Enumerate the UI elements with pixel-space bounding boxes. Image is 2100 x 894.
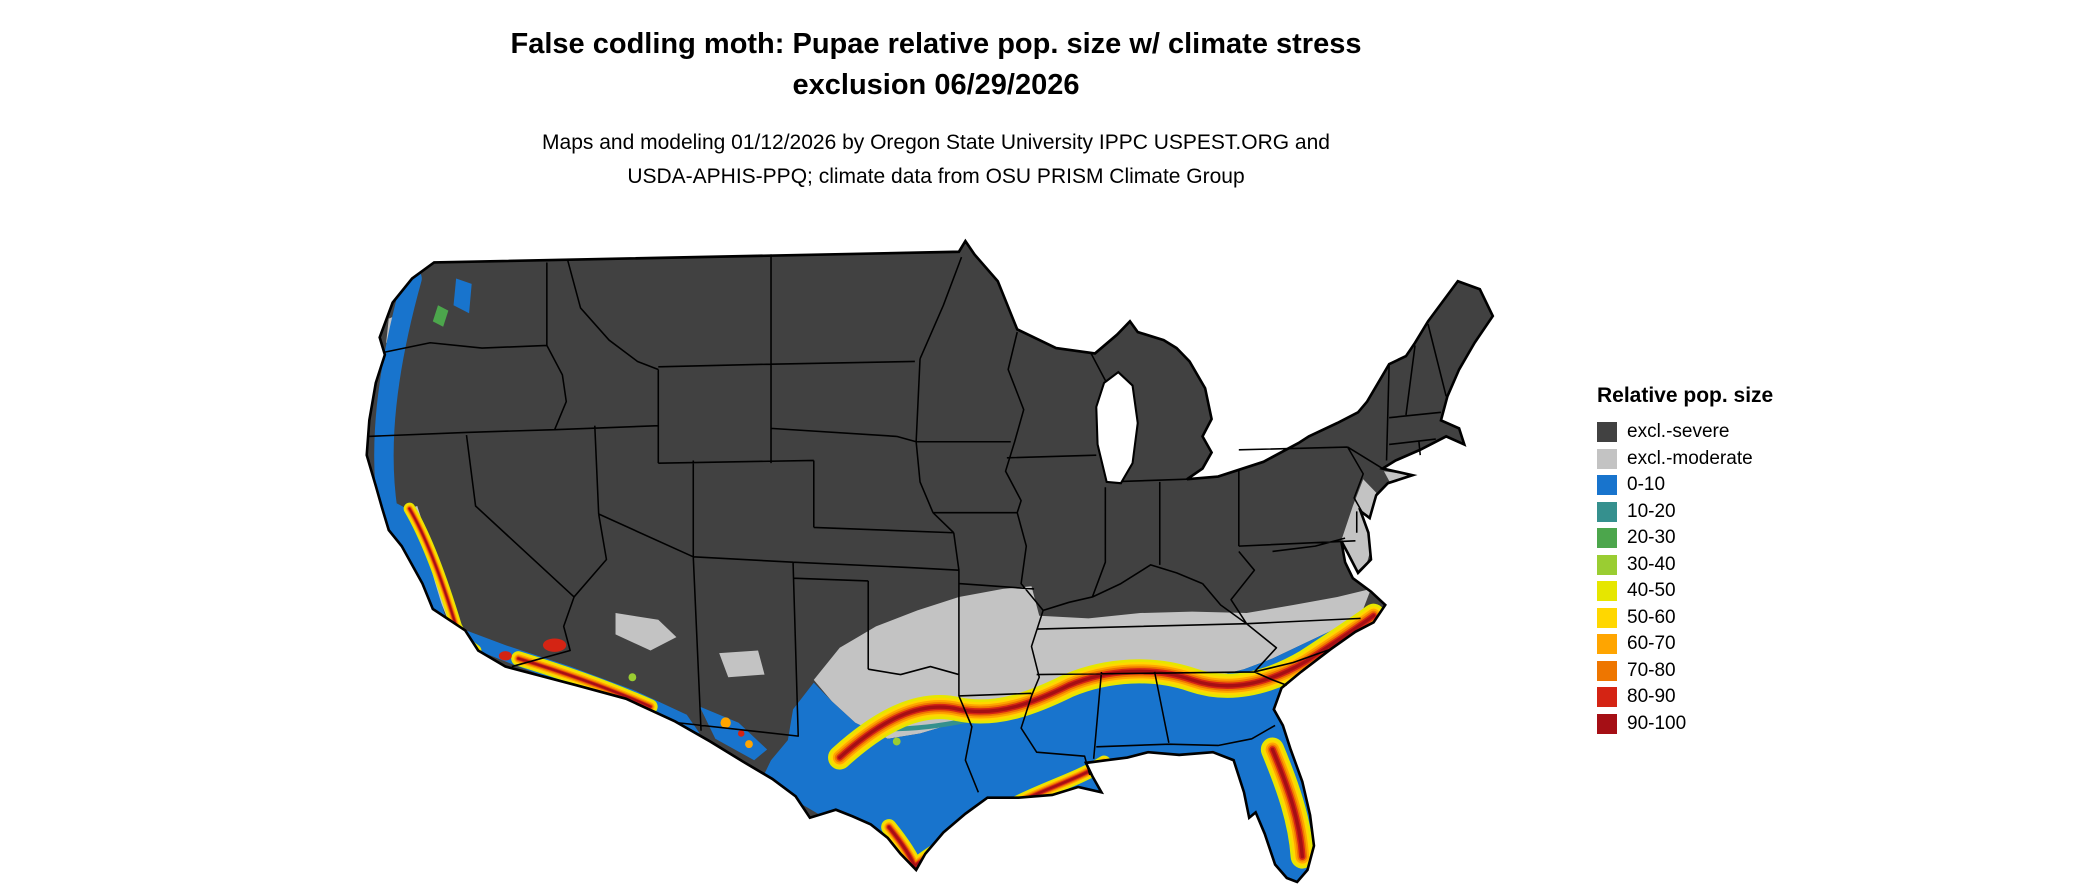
legend-swatch [1597, 634, 1617, 654]
legend-swatch [1597, 422, 1617, 442]
legend-swatch [1597, 475, 1617, 495]
legend-swatch [1597, 448, 1617, 469]
legend-swatch [1597, 554, 1617, 575]
legend-item: 50-60 [1597, 606, 1857, 628]
legend-swatch [1597, 581, 1617, 601]
legend-label: excl.-moderate [1627, 447, 1753, 469]
legend-label: 70-80 [1627, 659, 1676, 681]
legend-title: Relative pop. size [1597, 384, 1774, 407]
us-map [365, 239, 1495, 884]
figure-subtitle: Maps and modeling 01/12/2026 by Oregon S… [0, 126, 1872, 194]
legend-label: 10-20 [1627, 500, 1676, 522]
figure-subtitle-line2: USDA-APHIS-PPQ; climate data from OSU PR… [627, 165, 1245, 188]
legend-item: 60-70 [1597, 634, 1857, 654]
figure-subtitle-line1: Maps and modeling 01/12/2026 by Oregon S… [542, 131, 1330, 154]
legend-label: 80-90 [1627, 686, 1676, 707]
map-region-20-30 [432, 305, 449, 327]
map-region-30-40 [628, 673, 901, 746]
legend-swatch [1597, 687, 1617, 707]
legend-label: 40-50 [1627, 580, 1676, 601]
legend-item: 40-50 [1597, 581, 1857, 601]
figure-title: False codling moth: Pupae relative pop. … [0, 24, 1872, 106]
legend-swatch [1597, 501, 1617, 522]
legend-swatch [1597, 607, 1617, 628]
legend-label: 60-70 [1627, 633, 1676, 654]
legend-item: 70-80 [1597, 659, 1857, 681]
legend-item: 90-100 [1597, 712, 1857, 734]
legend-item: 80-90 [1597, 687, 1857, 707]
legend-label: 50-60 [1627, 606, 1676, 628]
lake-michigan [1095, 370, 1139, 485]
legend-swatch [1597, 660, 1617, 681]
legend-swatch [1597, 528, 1617, 548]
legend-item: 20-30 [1597, 528, 1857, 548]
figure-title-line2: exclusion 06/29/2026 [792, 69, 1080, 101]
legend-label: 30-40 [1627, 553, 1676, 575]
legend-item: excl.-moderate [1597, 447, 1857, 469]
legend-label: 0-10 [1627, 474, 1666, 495]
legend-item: 10-20 [1597, 500, 1857, 522]
legend-label: 20-30 [1627, 527, 1676, 548]
legend-item: excl.-severe [1597, 422, 1857, 442]
legend-items: excl.-severe excl.-moderate 0-10 10-20 20-30… [1597, 422, 1857, 734]
legend-item: 30-40 [1597, 553, 1857, 575]
figure-title-line1: False codling moth: Pupae relative pop. … [510, 28, 1362, 60]
map-legend: Relative pop. size excl.-severe excl.-mod… [1597, 384, 1857, 734]
legend-label: excl.-severe [1627, 421, 1730, 442]
legend-label: 90-100 [1627, 712, 1687, 734]
state-borders [367, 254, 1447, 793]
map-spots-60-70 [720, 717, 753, 749]
legend-swatch [1597, 713, 1617, 734]
map-spots-80-90 [498, 638, 745, 737]
legend-item: 0-10 [1597, 475, 1857, 495]
